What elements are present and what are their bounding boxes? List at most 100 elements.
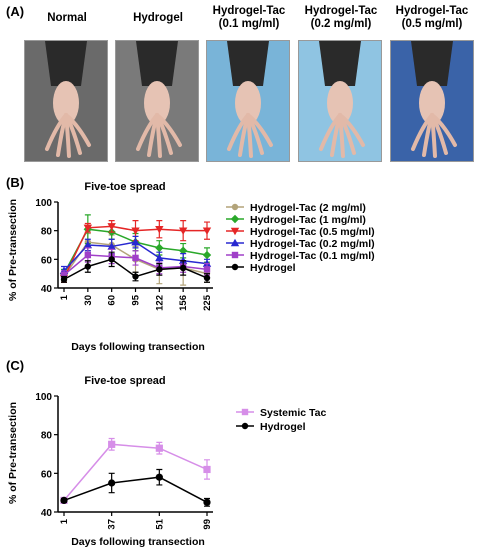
data-point bbox=[155, 444, 163, 452]
data-point bbox=[155, 226, 164, 234]
legend-marker bbox=[241, 422, 249, 430]
y-tick-label: 80 bbox=[41, 431, 53, 442]
x-tick-label: 95 bbox=[131, 294, 142, 305]
photo-title-hydrogel: Hydrogel bbox=[113, 12, 203, 25]
data-point bbox=[60, 271, 68, 279]
legend-marker bbox=[230, 227, 240, 236]
chart-b-ylabel: % of Pre-transection bbox=[7, 199, 19, 301]
x-tick-label: 1 bbox=[59, 518, 70, 524]
data-point bbox=[203, 274, 211, 282]
chart-c-xlabel: Days following transection bbox=[71, 536, 205, 548]
photo-hydrogel bbox=[115, 40, 199, 162]
data-point bbox=[203, 266, 211, 273]
x-tick-label: 225 bbox=[202, 294, 213, 311]
data-point bbox=[178, 246, 188, 255]
legend-marker bbox=[230, 238, 240, 247]
photo-title-line: Normal bbox=[47, 12, 87, 24]
photo-title-tac-05: Hydrogel-Tac (0.5 mg/ml) bbox=[386, 5, 478, 31]
chart-b-legend: Hydrogel-Tac (2 mg/ml)Hydrogel-Tac (1 mg… bbox=[226, 202, 375, 274]
legend-marker bbox=[231, 251, 239, 259]
legend-label: Hydrogel-Tac (0.1 mg/ml) bbox=[250, 250, 375, 262]
data-point bbox=[178, 227, 188, 235]
chart-c-ylabel: % of Pre-transection bbox=[7, 402, 19, 504]
series bbox=[60, 468, 211, 507]
y-tick-label: 80 bbox=[41, 227, 53, 238]
data-point bbox=[132, 273, 139, 280]
y-tick-label: 100 bbox=[35, 392, 52, 403]
legend-marker bbox=[230, 214, 240, 224]
data-point bbox=[108, 479, 116, 487]
chart-b: Five-toe spread % of Pre-transection Day… bbox=[7, 181, 375, 353]
x-tick-label: 99 bbox=[202, 519, 213, 530]
legend-marker bbox=[241, 408, 249, 416]
data-point bbox=[107, 223, 116, 231]
y-tick-label: 40 bbox=[41, 508, 53, 519]
data-point bbox=[83, 224, 93, 232]
data-point bbox=[155, 473, 163, 481]
x-tick-label: 122 bbox=[154, 295, 165, 311]
data-point bbox=[83, 240, 93, 249]
y-tick-label: 60 bbox=[41, 255, 53, 266]
series bbox=[60, 437, 211, 504]
series-line bbox=[63, 476, 208, 503]
photo-title-line: (0.2 mg/ml) bbox=[310, 18, 372, 30]
photo-tac-02 bbox=[298, 40, 382, 162]
chart-c-legend: Systemic Tac Hydrogel bbox=[236, 407, 327, 433]
photo-title-tac-02: Hydrogel-Tac (0.2 mg/ml) bbox=[295, 5, 387, 31]
data-point bbox=[131, 237, 140, 246]
photo-title-line: Hydrogel-Tac bbox=[304, 5, 378, 17]
data-point bbox=[155, 243, 164, 253]
x-tick-label: 37 bbox=[107, 519, 118, 530]
panel-b-label: (B) bbox=[6, 175, 25, 190]
legend-label: Hydrogel bbox=[260, 421, 306, 433]
photo-title-line: (0.1 mg/ml) bbox=[218, 18, 280, 30]
photo-title-tac-01: Hydrogel-Tac (0.1 mg/ml) bbox=[203, 5, 295, 31]
x-tick-label: 1 bbox=[59, 294, 70, 300]
chart-b-axes: 40 60 80 100 1 30 60 95 122 156 225 bbox=[35, 198, 213, 311]
y-tick-label: 40 bbox=[41, 284, 53, 295]
data-point bbox=[156, 266, 163, 273]
legend-label: Hydrogel-Tac (1 mg/ml) bbox=[250, 214, 366, 226]
photo-title-line: Hydrogel-Tac bbox=[212, 5, 286, 17]
data-point bbox=[203, 498, 211, 506]
chart-b-title: Five-toe spread bbox=[84, 181, 165, 193]
x-tick-label: 156 bbox=[178, 295, 189, 311]
data-point bbox=[155, 253, 164, 262]
data-point bbox=[203, 465, 211, 474]
panel-a-label: (A) bbox=[6, 4, 25, 19]
legend-label: Hydrogel-Tac (2 mg/ml) bbox=[250, 202, 366, 214]
data-point bbox=[60, 276, 68, 283]
photo-title-normal: Normal bbox=[22, 12, 112, 25]
legend-label: Systemic Tac bbox=[260, 407, 327, 419]
data-point bbox=[107, 242, 116, 250]
data-point bbox=[202, 227, 212, 235]
data-point bbox=[132, 254, 139, 262]
photo-tac-05 bbox=[390, 40, 474, 162]
chart-b-xlabel: Days following transection bbox=[71, 341, 205, 353]
legend-label: Hydrogel-Tac (0.2 mg/ml) bbox=[250, 238, 375, 250]
chart-c: Five-toe spread % of Pre-transection Day… bbox=[7, 375, 327, 548]
data-point bbox=[60, 496, 68, 504]
photo-normal bbox=[24, 40, 108, 162]
chart-c-title: Five-toe spread bbox=[84, 375, 165, 387]
chart-c-axes: 40 60 80 100 1 37 51 99 bbox=[35, 392, 213, 530]
data-point bbox=[202, 250, 212, 260]
data-point bbox=[108, 440, 116, 448]
chart-b-marks bbox=[59, 214, 212, 286]
photo-title-line: (0.5 mg/ml) bbox=[401, 18, 463, 30]
y-tick-label: 60 bbox=[41, 469, 53, 480]
chart-c-marks bbox=[60, 437, 211, 507]
series bbox=[60, 251, 211, 283]
panel-c-label: (C) bbox=[6, 358, 25, 373]
data-point bbox=[84, 251, 92, 259]
x-tick-label: 51 bbox=[154, 518, 165, 529]
data-point bbox=[84, 263, 92, 270]
photo-title-line: Hydrogel bbox=[133, 12, 183, 24]
series-line bbox=[63, 443, 208, 501]
legend-label: Hydrogel-Tac (0.5 mg/ml) bbox=[250, 226, 375, 238]
legend-marker bbox=[231, 203, 239, 211]
legend-marker bbox=[231, 263, 239, 271]
x-tick-label: 60 bbox=[107, 295, 118, 306]
data-point bbox=[179, 264, 187, 272]
photo-title-line: Hydrogel-Tac bbox=[395, 5, 469, 17]
